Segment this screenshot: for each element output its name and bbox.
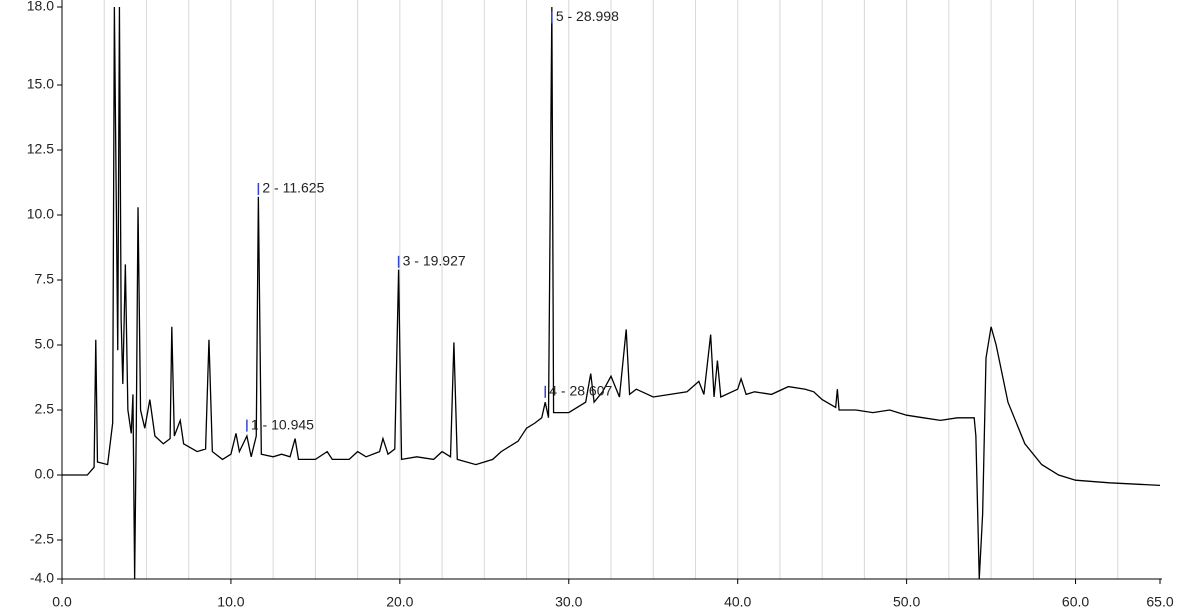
x-tick-label: 40.0 [724, 594, 751, 610]
x-tick-label: 10.0 [217, 594, 244, 610]
x-tick-label: 0.0 [52, 594, 72, 610]
y-tick-label: 7.5 [35, 271, 55, 287]
x-tick-label: 60.0 [1062, 594, 1089, 610]
y-tick-label: 0.0 [35, 466, 55, 482]
y-tick-label: -2.5 [30, 531, 54, 547]
x-tick-label: 30.0 [555, 594, 582, 610]
y-tick-label: 12.5 [27, 141, 54, 157]
y-tick-label: 18.0 [27, 0, 54, 14]
peak-label: 1 - 10.945 [251, 416, 314, 432]
peak-label: 5 - 28.998 [556, 8, 619, 24]
peak-label: 2 - 11.625 [262, 180, 324, 196]
y-tick-label: -4.0 [30, 570, 54, 586]
peak-label: 3 - 19.927 [403, 253, 466, 269]
x-tick-label: 20.0 [386, 594, 413, 610]
peak-label: 4 - 28.607 [549, 383, 612, 399]
grid [103, 0, 1119, 579]
y-tick-label: 10.0 [27, 206, 54, 222]
x-tick-label: 50.0 [893, 594, 920, 610]
y-tick-label: 15.0 [27, 76, 54, 92]
y-tick-label: 5.0 [35, 336, 55, 352]
marks [62, 6, 1161, 579]
y-tick-label: 2.5 [35, 401, 55, 417]
x-tick-label: 65.0 [1146, 594, 1173, 610]
signal-line [62, 6, 1161, 579]
